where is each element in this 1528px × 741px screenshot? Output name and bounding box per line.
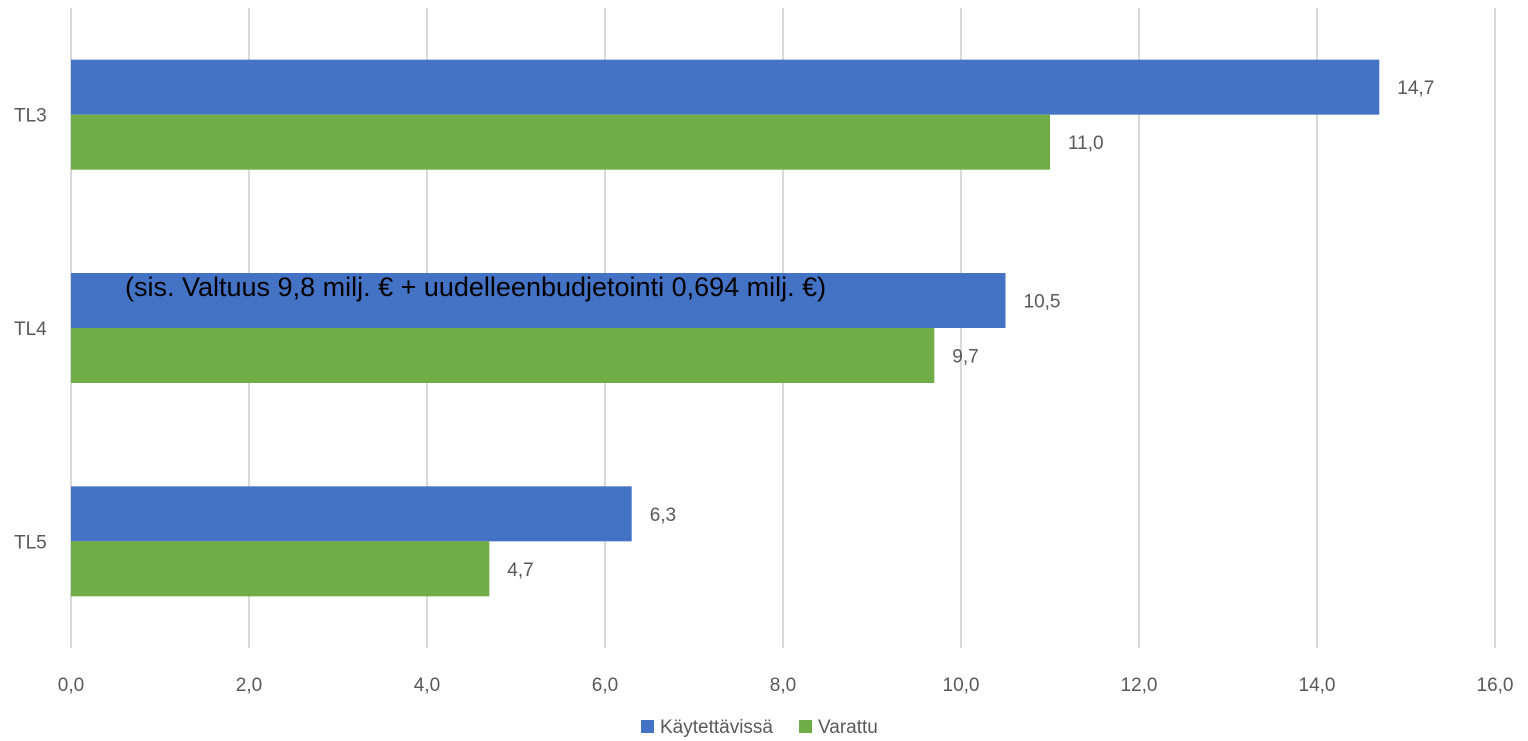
x-tick-label: 16,0 bbox=[1477, 675, 1514, 696]
data-labels: 14,7 11,0 10,5 9,7 6,3 4,7 bbox=[507, 78, 1434, 581]
category-label: TL4 bbox=[14, 319, 47, 340]
x-tick-label: 0,0 bbox=[58, 675, 84, 696]
data-label: 11,0 bbox=[1068, 133, 1104, 154]
category-labels: TL3 TL4 TL5 bbox=[14, 106, 47, 554]
x-tick-label: 10,0 bbox=[943, 675, 980, 696]
data-label: 4,7 bbox=[507, 560, 533, 581]
legend-swatch bbox=[799, 720, 812, 733]
bar-k-ytett-viss- bbox=[71, 59, 1380, 115]
x-axis-tick-labels: 0,0 2,0 4,0 6,0 8,0 10,0 12,0 14,0 16,0 bbox=[58, 675, 1514, 696]
bar-k-ytett-viss- bbox=[71, 486, 632, 542]
bar-varattu bbox=[71, 114, 1050, 170]
category-label: TL3 bbox=[14, 106, 47, 127]
x-tick-label: 14,0 bbox=[1299, 675, 1336, 696]
bar-varattu bbox=[71, 541, 490, 597]
x-tick-label: 4,0 bbox=[414, 675, 440, 696]
bars bbox=[71, 59, 1380, 597]
legend-label: Varattu bbox=[818, 717, 878, 738]
bar-varattu bbox=[71, 328, 935, 383]
bar-k-ytett-viss- bbox=[71, 273, 1006, 328]
data-label: 14,7 bbox=[1397, 78, 1434, 99]
category-label: TL5 bbox=[14, 532, 47, 553]
data-label: 9,7 bbox=[952, 347, 978, 368]
data-label: 10,5 bbox=[1024, 292, 1061, 313]
legend-swatch bbox=[641, 720, 654, 733]
legend-label: Käytettävissä bbox=[660, 717, 773, 738]
x-tick-label: 12,0 bbox=[1121, 675, 1158, 696]
x-tick-label: 6,0 bbox=[592, 675, 618, 696]
annotation-text: (sis. Valtuus 9,8 milj. € + uudelleenbud… bbox=[125, 272, 826, 302]
x-tick-label: 8,0 bbox=[770, 675, 796, 696]
data-label: 6,3 bbox=[650, 505, 676, 526]
x-tick-label: 2,0 bbox=[236, 675, 262, 696]
legend: Käytettävissä Varattu bbox=[641, 717, 878, 738]
